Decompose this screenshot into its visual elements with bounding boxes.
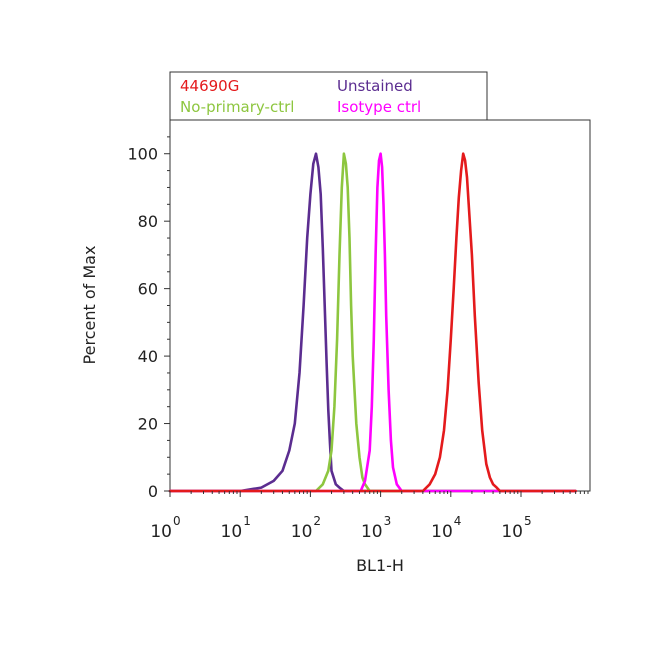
plot-frame	[169, 119, 591, 492]
legend: 44690G Unstained No-primary-ctrl Isotype…	[169, 71, 488, 121]
legend-item-isotype-ctrl: Isotype ctrl	[337, 98, 421, 116]
y-tick-label: 40	[138, 347, 158, 366]
y-tick-label: 60	[138, 280, 158, 299]
legend-item-no-primary-ctrl: No-primary-ctrl	[180, 98, 294, 116]
legend-item-44690g: 44690G	[180, 77, 239, 95]
y-tick-label: 100	[127, 145, 158, 164]
y-axis-label: Percent of Max	[80, 246, 99, 365]
x-tick-exponent: 5	[524, 514, 532, 528]
x-tick-base: 10	[150, 522, 172, 542]
x-axis-label: BL1-H	[356, 556, 404, 575]
x-tick-label: 105	[501, 514, 531, 542]
y-tick-label: 80	[138, 212, 158, 231]
y-tick-label: 0	[148, 482, 158, 501]
series-line-44690g	[168, 152, 577, 493]
x-tick-base: 10	[291, 522, 313, 542]
x-tick-label: 100	[150, 514, 180, 542]
x-tick-base: 10	[361, 522, 383, 542]
x-tick-base: 10	[221, 522, 243, 542]
x-tick-exponent: 2	[313, 514, 321, 528]
x-tick-exponent: 1	[243, 514, 251, 528]
x-tick-label: 104	[431, 514, 461, 542]
y-tick-label: 20	[138, 415, 158, 434]
x-tick-exponent: 0	[173, 514, 181, 528]
x-tick-label: 101	[221, 514, 251, 542]
x-tick-exponent: 4	[454, 514, 462, 528]
series-line-isotype-ctrl	[168, 152, 577, 493]
series-line-unstained	[168, 152, 577, 493]
x-tick-base: 10	[501, 522, 523, 542]
series-layer	[168, 152, 577, 493]
x-tick-label: 103	[361, 514, 391, 542]
legend-box	[169, 71, 488, 121]
series-line-no-primary-ctrl	[168, 152, 577, 493]
x-tick-label: 102	[291, 514, 321, 542]
legend-item-unstained: Unstained	[337, 77, 413, 95]
x-tick-base: 10	[431, 522, 453, 542]
x-tick-exponent: 3	[384, 514, 392, 528]
